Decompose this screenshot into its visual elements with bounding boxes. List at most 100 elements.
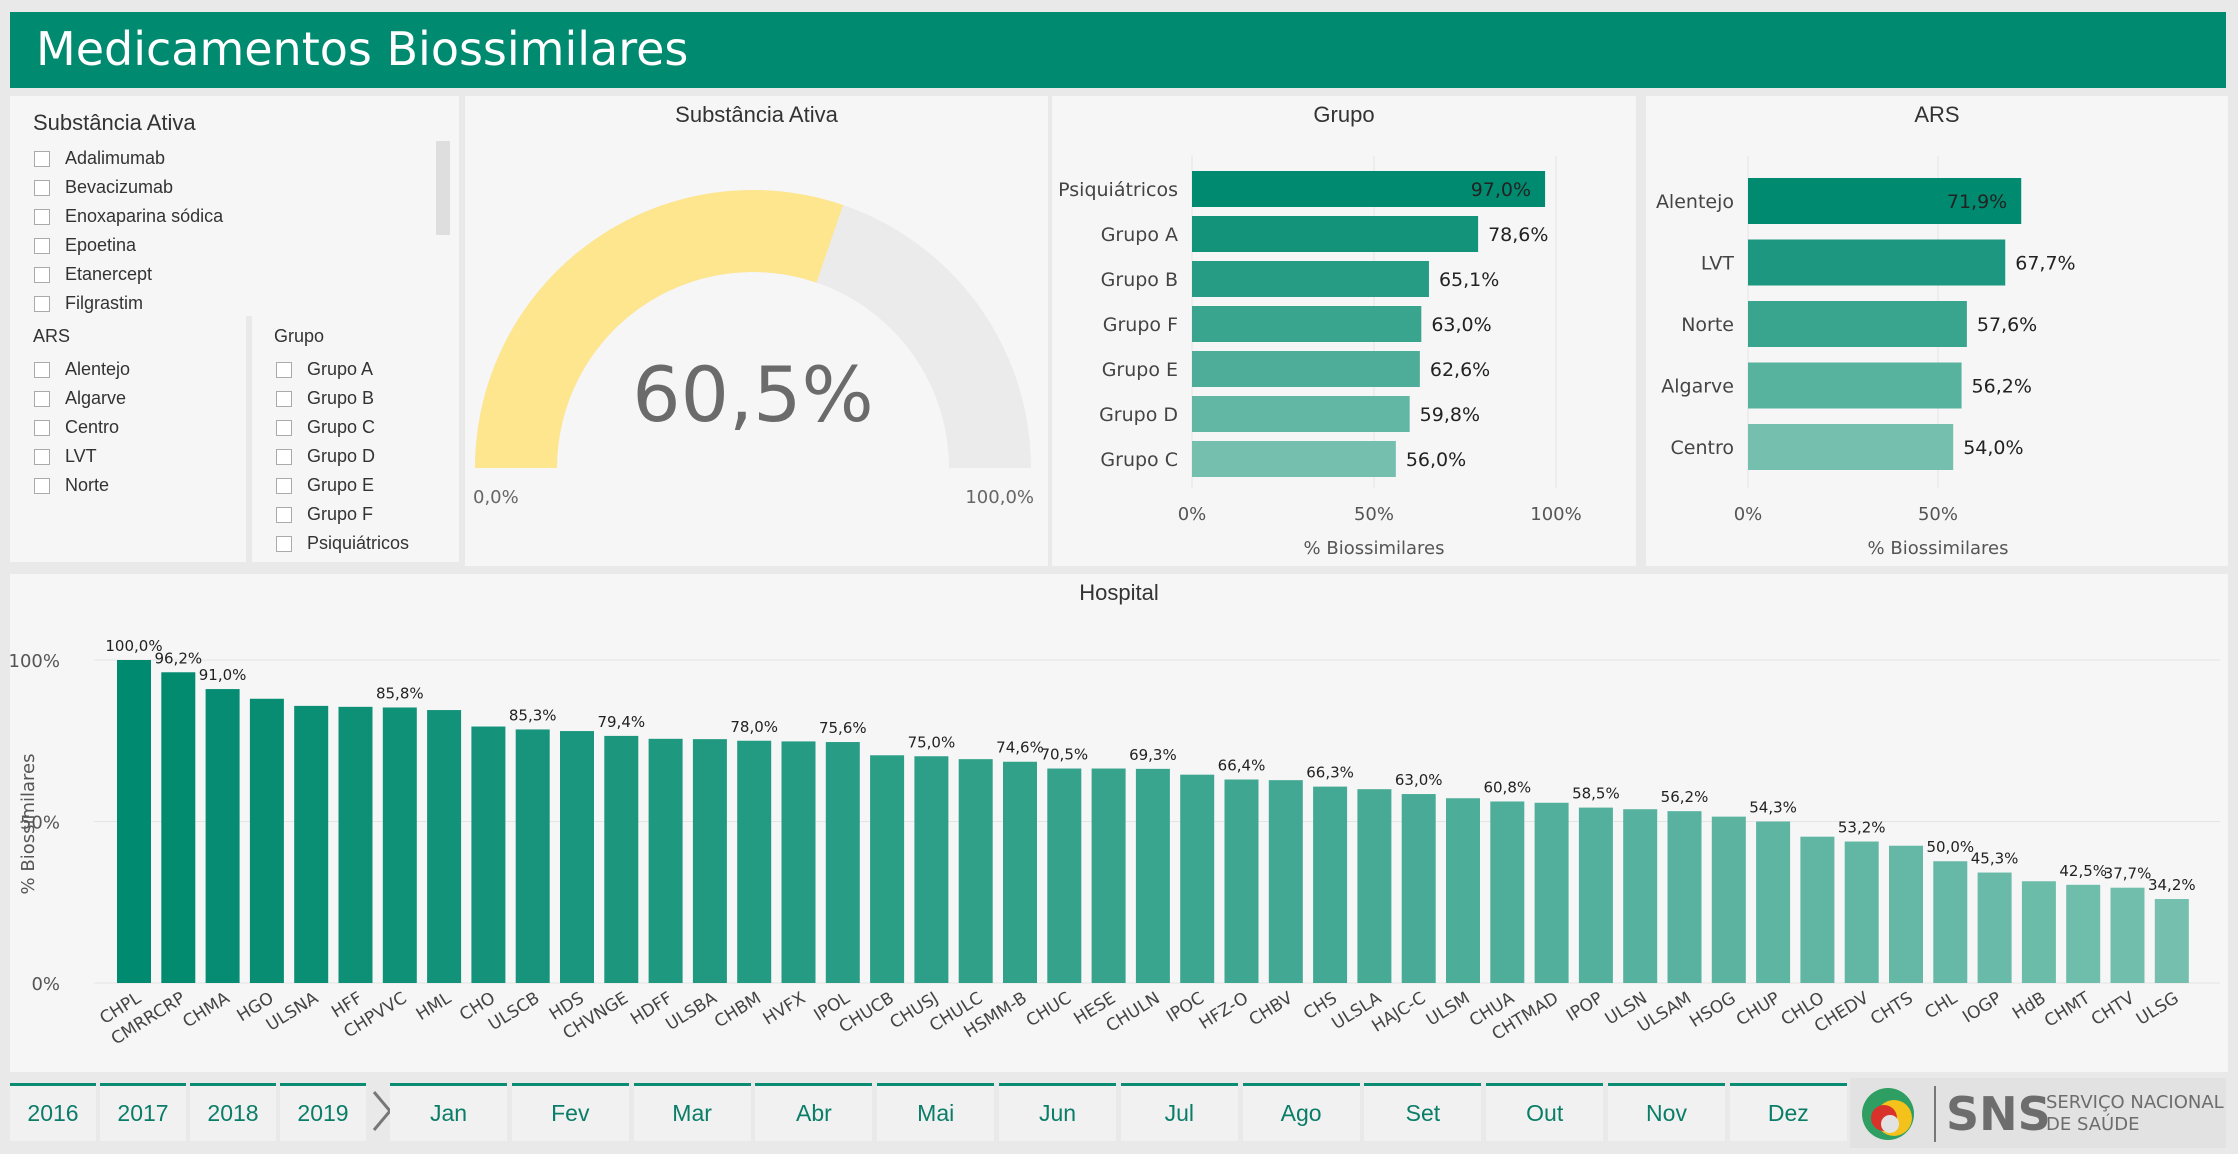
year-tab[interactable]: 2017 — [100, 1083, 186, 1141]
checkbox[interactable] — [34, 208, 50, 225]
bar[interactable] — [1224, 779, 1259, 983]
bar[interactable] — [294, 705, 329, 983]
bar[interactable] — [1578, 807, 1613, 983]
checkbox[interactable] — [34, 295, 50, 312]
bar[interactable] — [1756, 821, 1791, 984]
bar[interactable] — [1748, 424, 1954, 470]
bar[interactable] — [781, 741, 816, 983]
bar[interactable] — [161, 672, 196, 983]
slicer-option[interactable]: LVT — [34, 446, 97, 467]
bar[interactable] — [1003, 761, 1037, 983]
month-tab[interactable]: Jun — [999, 1083, 1116, 1141]
bar[interactable] — [1889, 845, 1923, 983]
bar[interactable] — [1313, 786, 1348, 983]
checkbox[interactable] — [276, 361, 292, 378]
checkbox[interactable] — [34, 390, 50, 407]
bar[interactable] — [958, 759, 993, 983]
checkbox[interactable] — [276, 506, 292, 523]
bar[interactable] — [1748, 239, 2006, 286]
checkbox[interactable] — [34, 448, 50, 465]
slicer-option[interactable]: Grupo C — [276, 417, 375, 438]
bar[interactable] — [382, 707, 417, 983]
checkbox[interactable] — [34, 179, 50, 196]
month-tab[interactable]: Abr — [755, 1083, 873, 1141]
bar[interactable] — [1844, 841, 1879, 983]
bar[interactable] — [2066, 884, 2101, 983]
bar[interactable] — [1047, 768, 1082, 983]
bar[interactable] — [1135, 768, 1170, 983]
slicer-option[interactable]: Grupo B — [276, 388, 374, 409]
bar[interactable] — [427, 710, 462, 983]
slicer-option[interactable]: Epoetina — [34, 235, 136, 256]
bar[interactable] — [1748, 362, 1962, 409]
bar[interactable] — [1401, 794, 1436, 983]
checkbox[interactable] — [276, 448, 292, 465]
bar[interactable] — [1800, 836, 1835, 983]
bar[interactable] — [1748, 301, 1967, 347]
year-tab[interactable]: 2019 — [280, 1083, 366, 1141]
slicer-option[interactable]: Etanercept — [34, 264, 152, 285]
bar[interactable] — [870, 755, 905, 983]
bar[interactable] — [1192, 216, 1479, 252]
bar[interactable] — [1446, 798, 1480, 983]
month-tab[interactable]: Ago — [1242, 1083, 1360, 1141]
bar[interactable] — [1192, 261, 1429, 297]
checkbox[interactable] — [34, 477, 50, 494]
slicer-option[interactable]: Psiquiátricos — [276, 533, 409, 554]
bar[interactable] — [205, 689, 240, 983]
bar[interactable] — [1192, 441, 1396, 477]
slicer-option[interactable]: Centro — [34, 417, 119, 438]
bar[interactable] — [1711, 816, 1746, 983]
slicer-option[interactable]: Filgrastim — [34, 293, 143, 314]
slicer-option[interactable]: Alentejo — [34, 359, 130, 380]
bar[interactable] — [2021, 881, 2056, 983]
slicer-option[interactable]: Grupo F — [276, 504, 373, 525]
checkbox[interactable] — [276, 390, 292, 407]
month-tab[interactable]: Mar — [633, 1083, 751, 1141]
checkbox[interactable] — [276, 419, 292, 436]
bar[interactable] — [117, 660, 151, 983]
month-tab[interactable]: Out — [1486, 1083, 1604, 1141]
bar[interactable] — [338, 706, 373, 983]
month-tab[interactable]: Set — [1364, 1083, 1482, 1141]
bar[interactable] — [1977, 872, 2012, 983]
bar[interactable] — [471, 726, 506, 983]
bar[interactable] — [1192, 351, 1420, 387]
checkbox[interactable] — [34, 237, 50, 254]
bar[interactable] — [1192, 306, 1422, 342]
month-tab[interactable]: Jul — [1120, 1083, 1238, 1141]
bar[interactable] — [2154, 899, 2189, 983]
bar[interactable] — [1667, 811, 1702, 983]
bar[interactable] — [1268, 780, 1303, 983]
bar[interactable] — [1357, 789, 1392, 983]
bar[interactable] — [2110, 887, 2145, 983]
bar[interactable] — [1091, 768, 1126, 983]
bar[interactable] — [249, 698, 284, 983]
month-tab[interactable]: Mai — [877, 1083, 995, 1141]
slicer-option[interactable]: Adalimumab — [34, 148, 165, 169]
checkbox[interactable] — [34, 150, 50, 167]
bar[interactable] — [604, 735, 639, 983]
bar[interactable] — [560, 731, 594, 983]
month-tab[interactable]: Fev — [511, 1083, 629, 1141]
slicer-option[interactable]: Grupo E — [276, 475, 374, 496]
checkbox[interactable] — [34, 266, 50, 283]
bar[interactable] — [692, 739, 727, 983]
year-tab[interactable]: 2016 — [10, 1083, 96, 1141]
month-tab[interactable]: Jan — [390, 1083, 507, 1141]
slicer-option[interactable]: Enoxaparina sódica — [34, 206, 223, 227]
bar[interactable] — [1623, 809, 1658, 983]
checkbox[interactable] — [34, 419, 50, 436]
checkbox[interactable] — [34, 361, 50, 378]
month-tab[interactable]: Nov — [1608, 1083, 1725, 1141]
bar[interactable] — [914, 756, 949, 983]
slicer-option[interactable]: Grupo D — [276, 446, 375, 467]
bar[interactable] — [737, 740, 772, 983]
bar[interactable] — [515, 729, 550, 983]
bar[interactable] — [1180, 774, 1215, 983]
bar[interactable] — [1933, 861, 1968, 983]
checkbox[interactable] — [276, 535, 292, 552]
slicer-scrollbar[interactable] — [436, 141, 450, 235]
month-tab[interactable]: Dez — [1729, 1083, 1847, 1141]
year-tab[interactable]: 2018 — [190, 1083, 276, 1141]
